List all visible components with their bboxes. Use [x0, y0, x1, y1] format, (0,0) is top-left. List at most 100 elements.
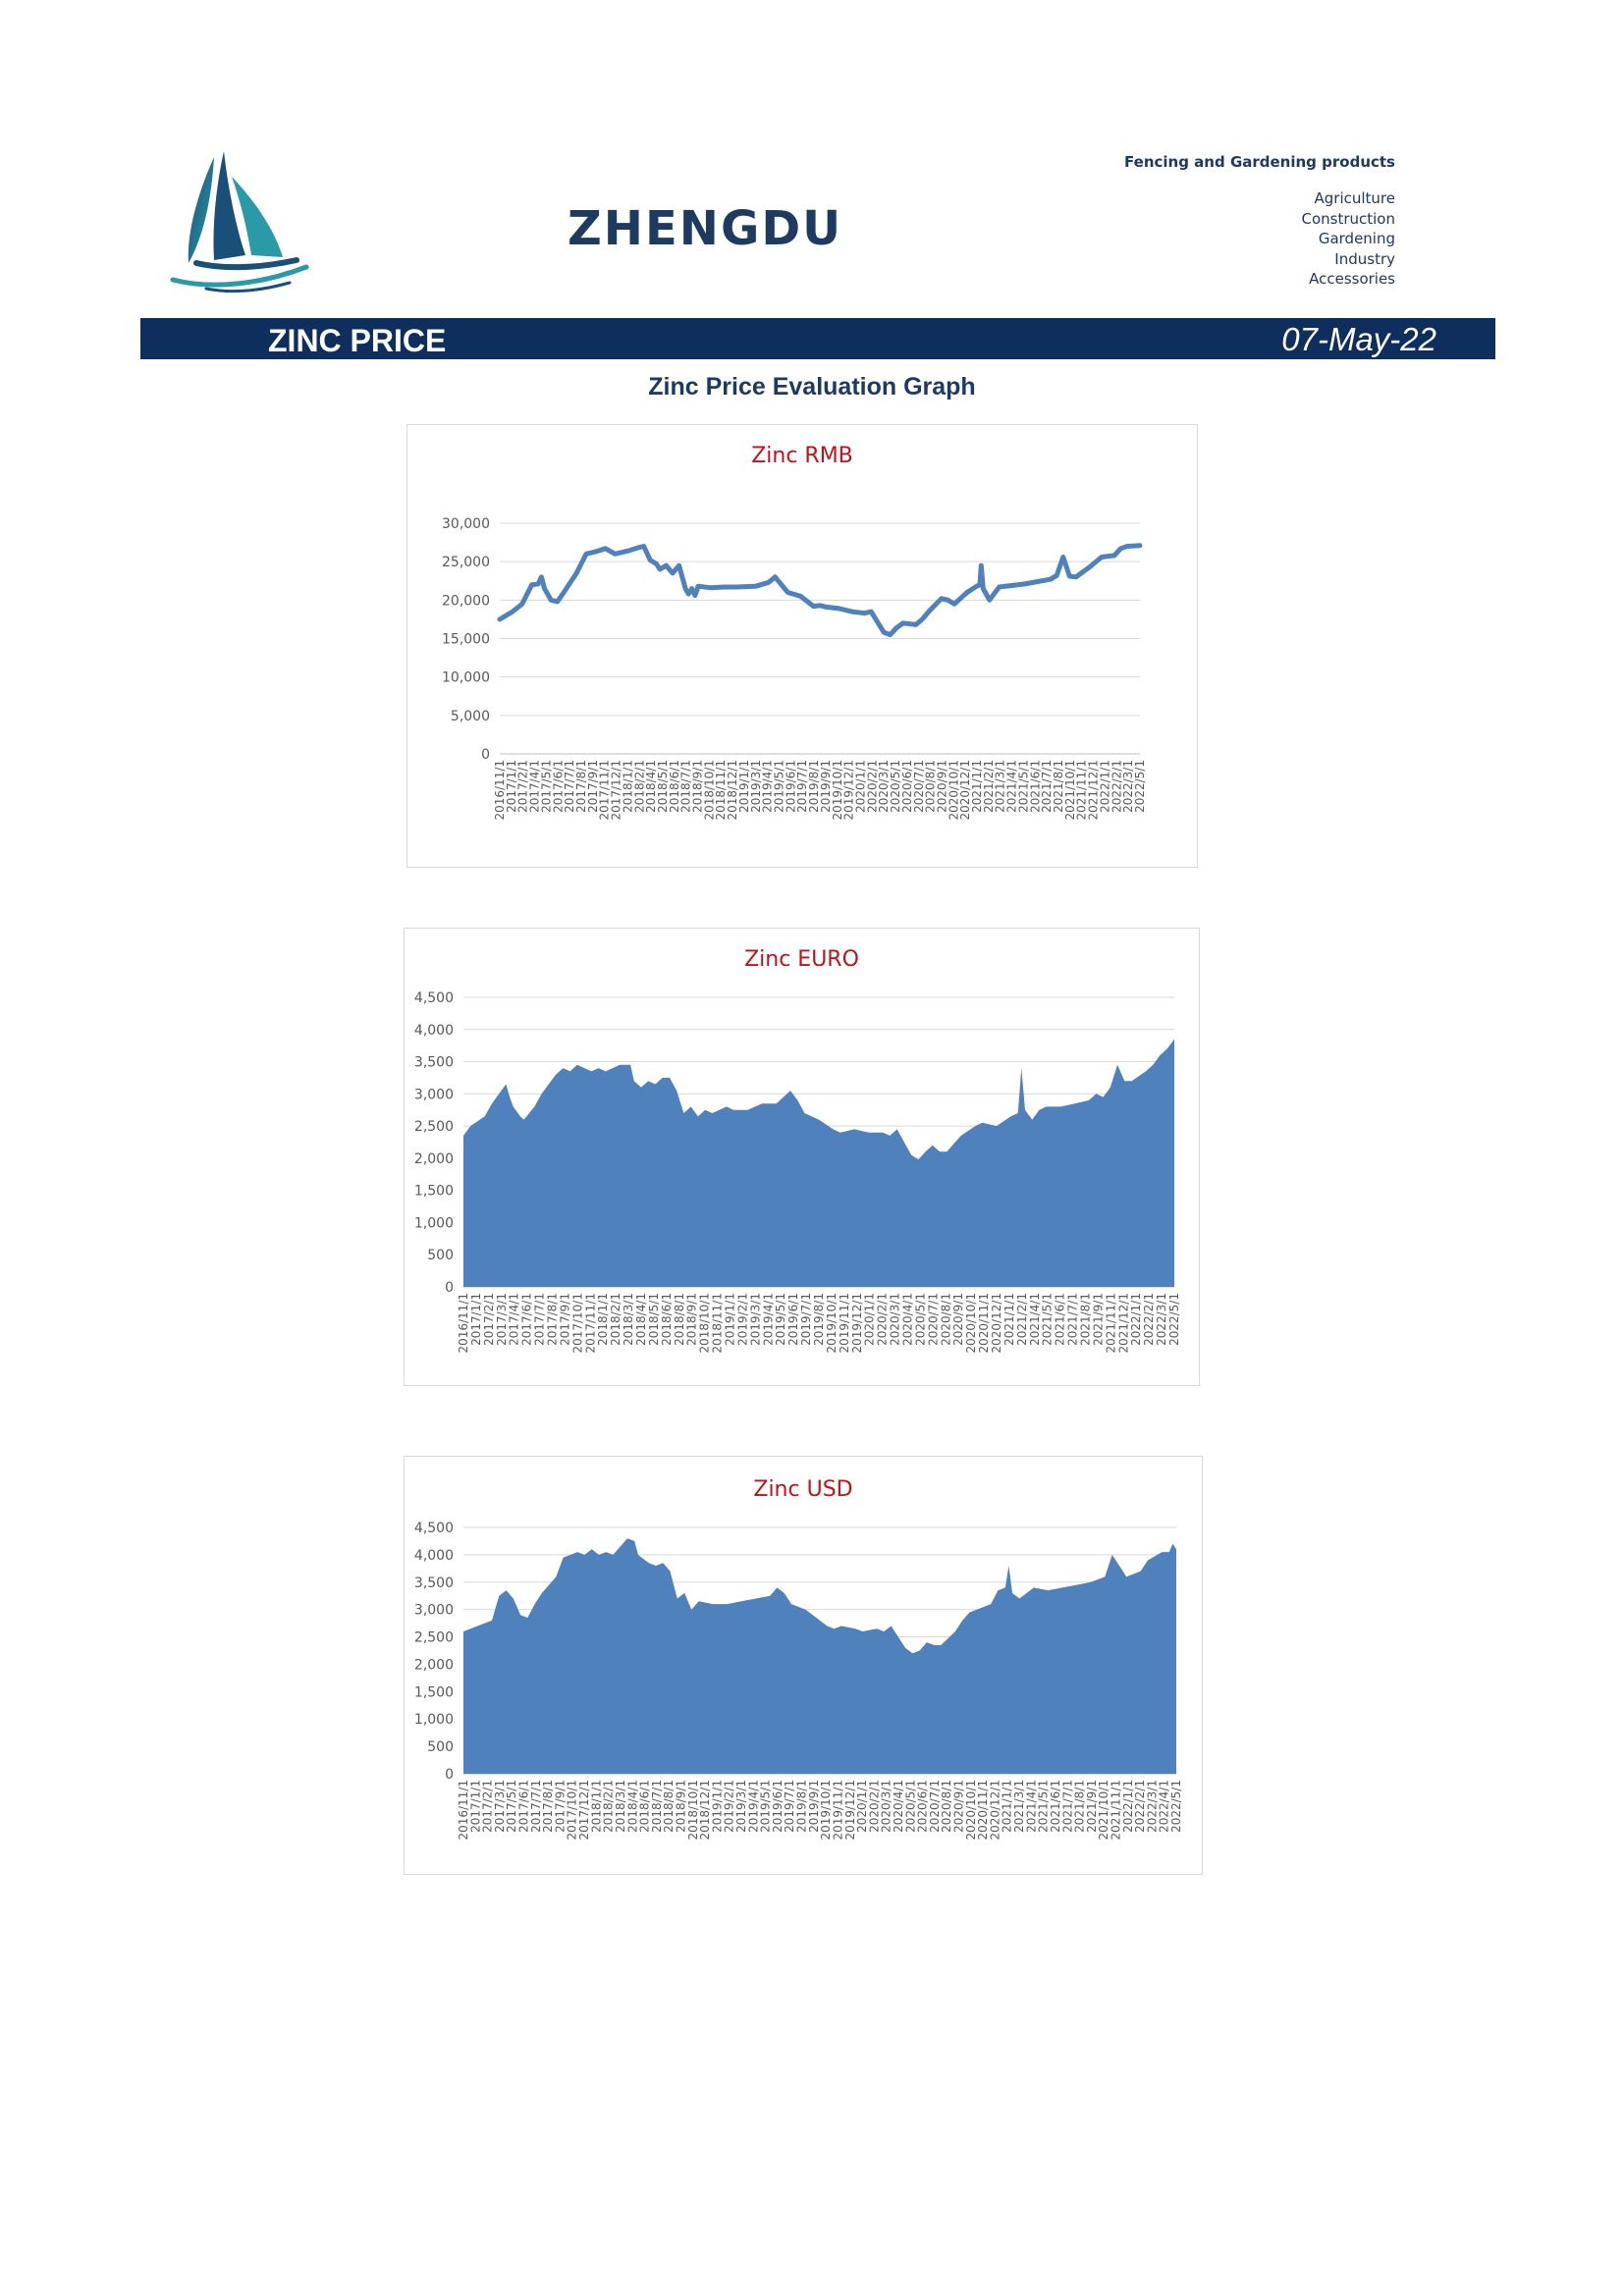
y-tick-label: 4,000	[414, 1023, 454, 1039]
y-tick-label: 30,000	[442, 516, 490, 532]
x-tick-label: 2021/12/1	[1116, 1293, 1130, 1354]
y-tick-label: 0	[445, 1280, 454, 1296]
x-tick-label: 2018/6/1	[638, 1780, 652, 1833]
x-tick-label: 2018/4/1	[644, 760, 658, 813]
chart-euro-svg: Zinc EURO 0 500 1,000 1,500 2,000 2,500 3,000 3,…	[414, 947, 1181, 1354]
x-tick-label: 2020/7/1	[928, 1780, 942, 1833]
x-tick-label: 2019/11/1	[838, 1293, 851, 1354]
x-tick-label: 2017/9/1	[553, 1780, 567, 1833]
x-tick-label: 2019/9/1	[807, 1780, 821, 1833]
x-tick-label: 2020/11/1	[977, 1293, 991, 1354]
title-banner: ZINC PRICE 07-May-22	[140, 318, 1495, 359]
chart-title: Zinc RMB	[751, 444, 853, 468]
x-tick-label: 2021/8/1	[1052, 760, 1065, 813]
x-tick-label: 2020/12/1	[958, 760, 972, 821]
y-tick-label: 4,000	[414, 1548, 454, 1564]
chart-rmb-svg: Zinc RMB 0 5,000 10,000 15,000 20,000 25,000 30…	[442, 444, 1147, 821]
x-tick-label: 2020/1/1	[853, 760, 867, 813]
chart-title: Zinc EURO	[744, 947, 859, 972]
y-tick-label: 1,000	[414, 1215, 454, 1231]
tagline-heading: Fencing and Gardening products	[1124, 153, 1395, 171]
x-tick-label: 2020/5/1	[913, 1293, 927, 1346]
x-tick-label: 2020/3/1	[880, 1780, 893, 1833]
x-tick-label: 2019/4/1	[761, 1293, 775, 1346]
x-tick-label: 2021/12/1	[1087, 760, 1101, 821]
company-tagline: Fencing and Gardening products Agricultu…	[1124, 153, 1395, 290]
x-tick-label: 2020/10/1	[947, 760, 960, 821]
sailboat-logo	[170, 151, 309, 294]
x-tick-label: 2020/10/1	[964, 1780, 978, 1841]
y-tick-label: 1,500	[414, 1684, 454, 1700]
x-tick-label: 2020/7/1	[912, 760, 926, 813]
x-tick-label: 2018/4/1	[634, 1293, 648, 1346]
x-tick-label: 2018/2/1	[609, 1293, 623, 1346]
x-tick-label: 2021/2/1	[982, 760, 996, 813]
category-agriculture: Agriculture	[1314, 189, 1396, 207]
x-tick-label: 2017/11/1	[598, 760, 612, 821]
y-tick-label: 5,000	[451, 709, 490, 724]
x-tick-label: 2020/8/1	[939, 1293, 952, 1346]
x-tick-label: 2018/11/1	[711, 1293, 725, 1354]
x-tick-label: 2021/8/1	[1079, 1293, 1093, 1346]
x-tick-label: 2016/11/1	[457, 1780, 470, 1841]
x-tick-label: 2017/6/1	[517, 1780, 531, 1833]
x-tick-label: 2020/1/1	[863, 1293, 877, 1346]
x-tick-label: 2018/7/1	[650, 1780, 664, 1833]
x-tick-label: 2021/11/1	[1075, 760, 1089, 821]
y-tick-label: 3,500	[414, 1055, 454, 1071]
x-tick-label: 2017/3/1	[495, 1293, 509, 1346]
x-tick-label: 2019/5/1	[773, 760, 786, 813]
x-tick-label: 2018/5/1	[656, 760, 670, 813]
y-tick-label: 500	[427, 1248, 454, 1263]
x-tick-label: 2021/6/1	[1049, 1780, 1062, 1833]
x-tick-label: 2020/9/1	[935, 760, 948, 813]
series-area	[463, 1039, 1174, 1287]
x-tick-label: 2022/1/1	[1129, 1293, 1143, 1346]
x-tick-label: 2019/6/1	[784, 760, 797, 813]
y-tick-label: 2,000	[414, 1657, 454, 1673]
y-tick-label: 3,000	[414, 1087, 454, 1102]
x-tick-label: 2018/2/1	[602, 1780, 616, 1833]
x-tick-label: 2021/9/1	[1085, 1780, 1099, 1833]
x-tick-label: 2021/5/1	[1037, 1780, 1051, 1833]
y-tick-label: 0	[481, 747, 490, 763]
x-tick-label: 2020/12/1	[990, 1293, 1003, 1354]
x-tick-label: 2017/12/1	[610, 760, 623, 821]
x-tick-label: 2018/1/1	[596, 1293, 610, 1346]
x-tick-label: 2017/3/1	[493, 1780, 507, 1833]
x-tick-label: 2017/9/1	[558, 1293, 571, 1346]
x-tick-label: 2017/10/1	[566, 1780, 579, 1841]
x-tick-label: 2018/9/1	[685, 1293, 699, 1346]
x-tick-label: 2017/8/1	[546, 1293, 560, 1346]
x-tick-label: 2020/11/1	[976, 1780, 990, 1841]
x-tick-label: 2021/8/1	[1073, 1780, 1087, 1833]
x-tick-label: 2017/7/1	[563, 760, 576, 813]
x-tick-label: 2018/12/1	[726, 760, 739, 821]
y-tick-label: 15,000	[442, 632, 490, 648]
x-tick-label: 2020/4/1	[901, 1293, 915, 1346]
x-tick-label: 2018/1/1	[621, 760, 634, 813]
y-tick-label: 1,000	[414, 1712, 454, 1728]
x-tick-label: 2017/2/1	[516, 760, 530, 813]
x-tick-label: 2019/8/1	[795, 1780, 809, 1833]
x-tick-label: 2020/8/1	[924, 760, 938, 813]
x-tick-label: 2016/11/1	[457, 1293, 470, 1354]
x-tick-label: 2020/6/1	[900, 760, 914, 813]
x-tick-label: 2022/2/1	[1110, 760, 1123, 813]
x-tick-label: 2021/11/1	[1104, 1293, 1117, 1354]
x-tick-label: 2021/5/1	[1016, 760, 1030, 813]
x-tick-label: 2017/1/1	[469, 1293, 483, 1346]
x-tick-label: 2017/4/1	[528, 760, 542, 813]
x-tick-label: 2022/1/1	[1098, 760, 1111, 813]
x-tick-label: 2018/6/1	[660, 1293, 674, 1346]
x-tick-label: 2018/3/1	[614, 1780, 627, 1833]
x-tick-label: 2019/7/1	[799, 1293, 813, 1346]
x-tick-label: 2017/8/1	[541, 1780, 555, 1833]
x-tick-label: 2022/3/1	[1121, 760, 1135, 813]
x-tick-label: 2021/6/1	[1054, 1293, 1067, 1346]
x-tick-label: 2020/9/1	[951, 1293, 965, 1346]
x-tick-label: 2020/3/1	[877, 760, 891, 813]
chart-usd-svg: Zinc USD 0 500 1,000 1,500 2,000 2,500 3,000 3,5…	[414, 1477, 1183, 1841]
x-tick-label: 2020/1/1	[855, 1780, 869, 1833]
x-tick-label: 2021/7/1	[1060, 1780, 1074, 1833]
